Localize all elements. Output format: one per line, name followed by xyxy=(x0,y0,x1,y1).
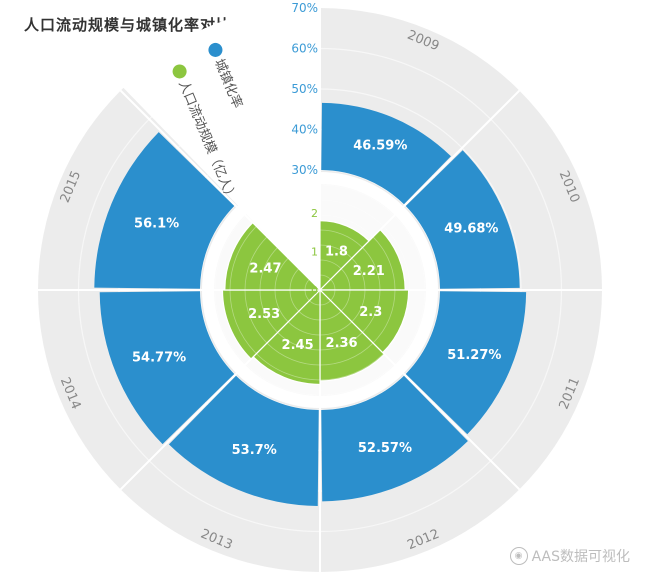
urban-axis-tick: 30% xyxy=(291,163,318,177)
floating-label-2015: 2.47 xyxy=(249,261,281,276)
urban-label-2015: 56.1% xyxy=(134,216,179,231)
urban-bar-2015 xyxy=(94,132,235,289)
watermark: ◉ AAS数据可视化 xyxy=(509,546,630,566)
legend-swatch xyxy=(208,42,223,57)
floating-axis-tick: 2 xyxy=(311,207,318,220)
urban-axis-tick: 60% xyxy=(291,42,318,56)
floating-label-2014: 2.53 xyxy=(248,307,280,322)
floating-label-2013: 2.45 xyxy=(282,338,314,353)
floating-label-2012: 2.36 xyxy=(326,336,358,351)
floating-population-series xyxy=(221,220,410,386)
urban-axis-tick: 40% xyxy=(291,123,318,137)
urban-bar-2011 xyxy=(405,291,527,435)
watermark-text: AAS数据可视化 xyxy=(531,549,630,565)
urban-label-2011: 51.27% xyxy=(447,348,501,363)
floating-label-2011: 2.3 xyxy=(359,305,382,320)
legend-gap-sector xyxy=(120,4,320,290)
urban-label-2010: 49.68% xyxy=(444,221,498,236)
legend-swatch xyxy=(172,64,187,79)
floating-axis-tick: 1 xyxy=(311,245,318,258)
floating-label-2009: 1.8 xyxy=(325,244,348,259)
urban-bar-2014 xyxy=(99,291,235,445)
urban-label-2014: 54.77% xyxy=(132,351,186,366)
axis-ticks: 30% 40% 50% 60% 70% 0 1 2 xyxy=(291,1,318,297)
data-labels: 46.59% 49.68% 51.27% 52.57% 53.7% 54.77% 56.1%… xyxy=(132,138,501,457)
floating-bar-2010 xyxy=(318,228,406,291)
urban-bar-2012 xyxy=(321,375,468,502)
wechat-icon: ◉ xyxy=(509,547,528,565)
urbanization-series xyxy=(94,102,527,506)
urban-bar-2010 xyxy=(405,150,520,289)
urban-bar-2009 xyxy=(321,102,451,205)
floating-bar-2014 xyxy=(221,289,322,360)
floating-bar-2013 xyxy=(252,288,321,386)
floating-bar-2012 xyxy=(319,288,386,382)
urban-axis-tick: 50% xyxy=(291,82,318,96)
urban-bar-2013 xyxy=(168,375,319,506)
urban-axis-tick: 70% xyxy=(291,1,318,15)
floating-bar-2011 xyxy=(318,289,410,354)
urban-label-2012: 52.57% xyxy=(358,441,412,456)
chart-title: 人口流动规模与城镇化率对比 xyxy=(24,16,233,34)
urban-label-2013: 53.7% xyxy=(232,443,277,458)
urban-label-2009: 46.59% xyxy=(353,138,407,153)
floating-axis-tick: 0 xyxy=(311,284,318,297)
floating-label-2010: 2.21 xyxy=(353,264,385,279)
legend-gap xyxy=(120,4,320,290)
floating-bar-2015 xyxy=(224,221,322,291)
